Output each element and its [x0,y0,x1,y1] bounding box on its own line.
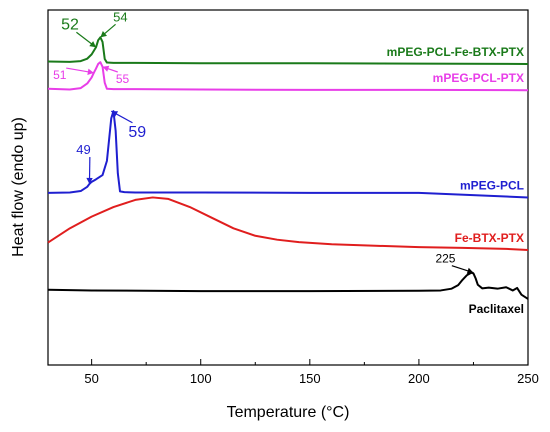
series-label-1: mPEG-PCL-PTX [433,71,524,85]
series-label-0: mPEG-PCL-Fe-BTX-PTX [387,45,524,59]
annotation-label: 55 [116,72,130,86]
annotation-label: 59 [128,124,146,141]
x-tick-label: 250 [517,371,539,386]
annotation-arrowhead [100,31,108,38]
series-line-2 [47,110,529,199]
y-axis-title: Heat flow (endo up) [10,117,27,257]
x-tick-label: 50 [84,371,98,386]
series-line-3 [47,196,529,251]
x-ticks: 50 100 150 200 250 [84,359,539,386]
series-label-4: Paclitaxel [469,302,524,316]
annotation-label: 54 [113,9,127,24]
annotation-label: 52 [61,16,79,33]
x-tick-label: 200 [408,371,430,386]
annotation-arrowhead [466,267,474,274]
annotations: 52 54 51 55 49 59 225 [53,9,474,274]
annotation-arrowhead [102,65,110,72]
series-line-4 [47,271,529,300]
series-labels: mPEG-PCL-Fe-BTX-PTX mPEG-PCL-PTX mPEG-PCL F… [387,45,524,316]
annotation-arrowhead [89,41,96,48]
x-tick-label: 100 [190,371,212,386]
series-line-1 [47,61,529,92]
annotation-arrowhead [111,111,119,117]
curves [47,36,529,300]
annotation-label: 49 [76,142,90,157]
x-tick-label: 150 [299,371,321,386]
annotation-label: 51 [53,68,67,82]
series-label-2: mPEG-PCL [460,178,524,192]
series-label-3: Fe-BTX-PTX [455,231,524,245]
annotation-label: 225 [435,252,455,266]
x-axis-title: Temperature (°C) [227,404,350,421]
annotation-arrowhead [86,177,93,184]
plot-frame [47,9,529,366]
series-line-0 [47,36,529,65]
annotation-arrowhead [87,68,94,75]
